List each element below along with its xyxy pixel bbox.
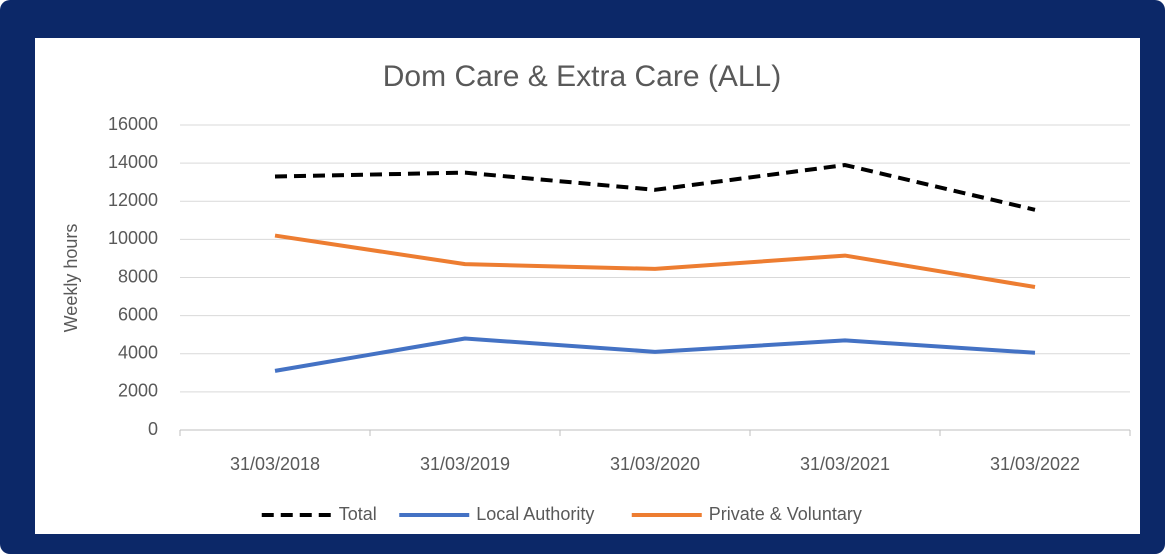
y-tick-label: 12000 [108,190,158,210]
y-tick-label: 10000 [108,228,158,248]
y-tick-label: 8000 [118,266,158,286]
y-tick-label: 2000 [118,381,158,401]
series-line [274,163,1036,212]
series-line [274,336,1036,373]
chart-title: Dom Care & Extra Care (ALL) [383,60,781,93]
series-line [274,233,1036,290]
legend-label: Local Authority [476,504,594,524]
x-tick-label: 31/03/2020 [610,454,700,474]
y-tick-label: 6000 [118,304,158,324]
y-tick-label: 4000 [118,343,158,363]
chart-area [35,38,1140,534]
legend-label: Private & Voluntary [709,504,862,524]
y-tick-label: 0 [148,419,158,439]
legend-label: Total [339,504,377,524]
x-tick-label: 31/03/2018 [230,454,320,474]
y-axis-label: Weekly hours [61,224,81,333]
x-tick-label: 31/03/2019 [420,454,510,474]
y-tick-label: 14000 [108,152,158,172]
y-tick-label: 16000 [108,114,158,134]
x-tick-label: 31/03/2021 [800,454,890,474]
x-tick-label: 31/03/2022 [990,454,1080,474]
